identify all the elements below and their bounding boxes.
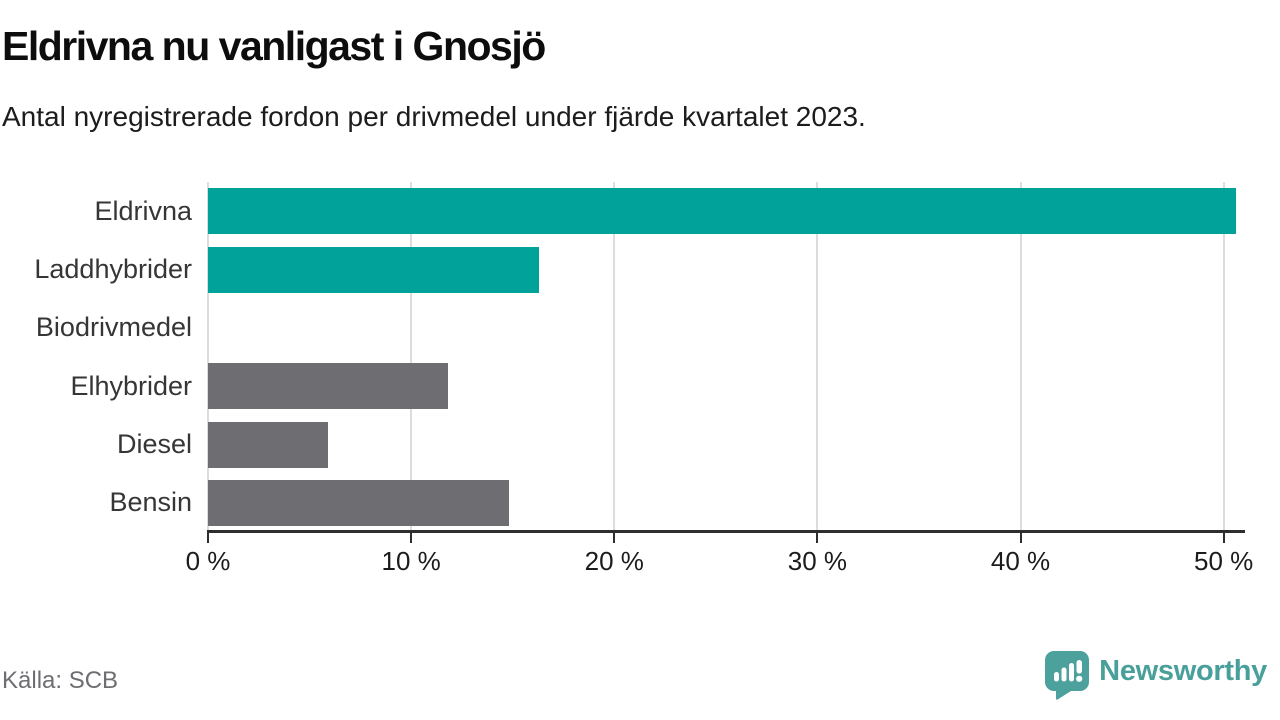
bar-laddhybrider <box>208 246 540 293</box>
bar-eldrivna <box>208 188 1236 235</box>
x-tick-mark-0 <box>207 533 209 543</box>
x-tick-label-0: 0 % <box>185 546 231 576</box>
category-label-eldrivna: Eldrivna <box>94 195 192 226</box>
newsworthy-wordmark: Newsworthy <box>1099 654 1267 687</box>
x-tick-label-50: 50 % <box>1194 546 1254 576</box>
x-tick-label-40: 40 % <box>990 546 1051 576</box>
bar-bensin <box>208 479 509 526</box>
gridline-10 <box>410 182 413 532</box>
gridline-50 <box>1222 182 1225 532</box>
x-tick-mark-40 <box>1019 533 1022 543</box>
x-tick-label-20: 20 % <box>584 546 644 576</box>
bar-diesel <box>208 421 328 468</box>
gridline-0 <box>207 182 209 532</box>
source-note: Källa: SCB <box>2 667 119 694</box>
category-label-biodrivmedel: Biodrivmedel <box>35 312 192 343</box>
category-label-elhybrider: Elhybrider <box>70 370 192 401</box>
category-label-laddhybrider: Laddhybrider <box>34 253 192 284</box>
y-axis-labels: Eldrivna Laddhybrider Biodrivmedel Elhybrid… <box>0 182 192 532</box>
x-tick-label-30: 30 % <box>787 546 848 576</box>
bar-chart-plot-area <box>207 182 1244 532</box>
newsworthy-bubble-chart-icon <box>1045 651 1090 700</box>
x-axis-line <box>207 530 1245 533</box>
chart-subtitle: Antal nyregistrerade fordon per drivmede… <box>2 101 866 132</box>
category-label-diesel: Diesel <box>116 428 192 459</box>
gridline-20 <box>613 182 616 532</box>
gridline-40 <box>1019 182 1022 532</box>
category-label-bensin: Bensin <box>109 487 192 518</box>
newsworthy-logo: Newsworthy <box>1044 650 1267 700</box>
x-tick-mark-50 <box>1222 533 1225 543</box>
x-tick-mark-10 <box>410 533 413 543</box>
x-tick-mark-20 <box>613 533 616 543</box>
x-axis: 0 % 10 % 20 % 30 % 40 % 50 % <box>186 533 1253 583</box>
chart-title: Eldrivna nu vanligast i Gnosjö <box>2 23 546 69</box>
x-tick-mark-30 <box>816 533 819 543</box>
gridline-30 <box>816 182 819 532</box>
bar-elhybrider <box>208 363 448 410</box>
x-tick-label-10: 10 % <box>381 546 441 576</box>
